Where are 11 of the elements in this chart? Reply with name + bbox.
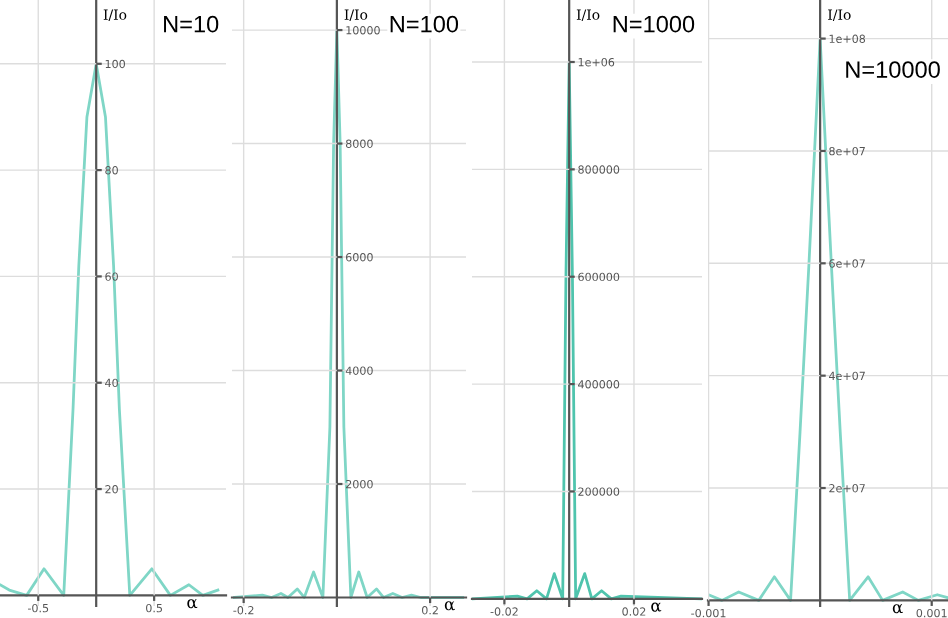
x-axis-title: α [651, 602, 662, 612]
x-axis-title: α [444, 601, 455, 611]
annotation: N=1000 [613, 15, 695, 33]
x-axis-title: α [892, 604, 903, 614]
line-series [472, 60, 702, 601]
x-axis-title: α [187, 599, 198, 609]
line-series [0, 62, 220, 597]
annotation: N=100 [390, 15, 459, 33]
annotation: N=10000 [846, 61, 940, 78]
annotation: N=10 [164, 15, 219, 33]
line-series [708, 37, 948, 602]
